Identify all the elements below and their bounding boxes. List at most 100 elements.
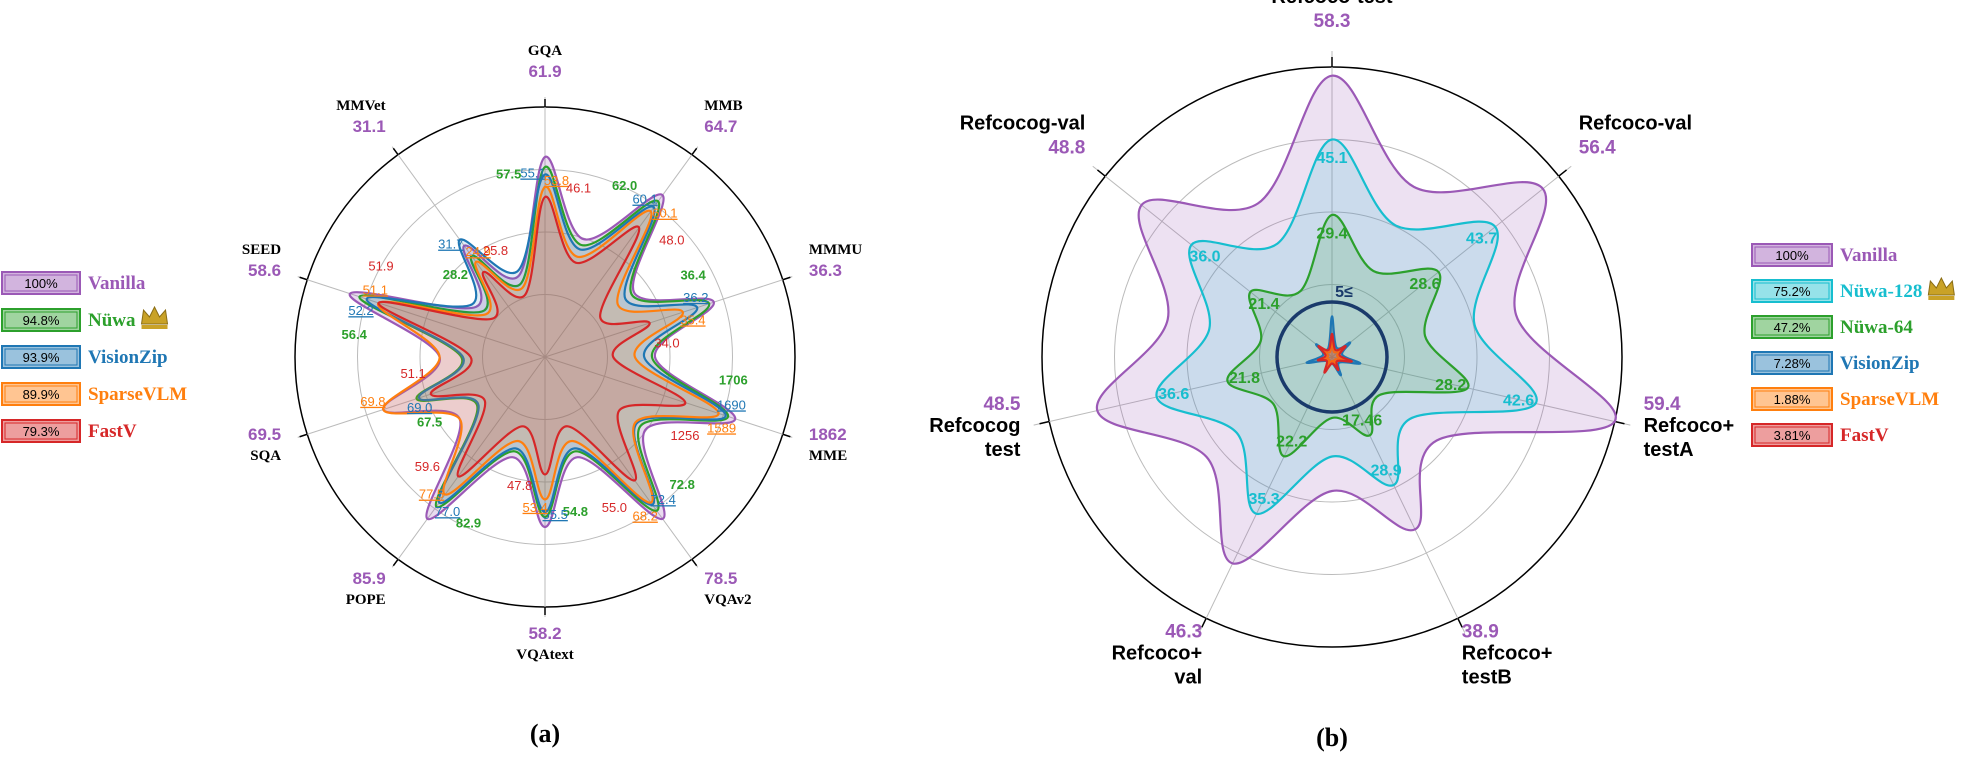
value-label-sparsevlm-pope: 77.5	[419, 487, 444, 502]
axis-value-mme: 1862	[809, 425, 847, 444]
legend-pct-nuwa64: 47.2%	[1774, 320, 1811, 335]
legend-swatch-vanilla	[1, 271, 81, 295]
axis-name-refcoco-testa-line0: Refcoco+	[1644, 415, 1735, 437]
legend-swatch-sparsevlm	[1, 382, 81, 406]
value-label-visionzip-mme: 1690	[717, 397, 746, 412]
axis-value-mmmu: 36.3	[809, 261, 842, 280]
value-label-nuwa64-refcoco-val: 28.6	[1409, 276, 1440, 293]
spoke-b	[1331, 165, 1572, 358]
legend-name-nuwa128: Nüwa-128	[1840, 281, 1922, 302]
axis-name-refcoco-test: Refcoco-test	[1271, 0, 1392, 8]
legend-swatch-inner-nuwa	[4, 311, 78, 329]
value-label-nuwa64-refcoco-test: 29.4	[1316, 225, 1347, 242]
legend-item-vanilla: 100% Vanilla	[1, 271, 146, 295]
axis-value-refcoco-testb: 38.9	[1462, 622, 1499, 643]
legend-swatch-inner-sparsevlm	[1754, 390, 1830, 408]
legend-swatch-inner-fastv	[4, 422, 78, 440]
legend-name-sparsevlm: SparseVLM	[1840, 389, 1939, 410]
axis-tick-a	[691, 558, 698, 567]
value-label-nuwa128-refcoco-test: 45.1	[1316, 150, 1347, 167]
series-area-visionzip	[365, 173, 727, 514]
axis-value-refcocog-test: 48.5	[983, 394, 1020, 415]
radar-chart-a: 57.555.153.846.1 62.060.160.148.036.436.2…	[242, 43, 862, 663]
legend-item-fastv: 3.81% FastV	[1751, 423, 1889, 447]
value-label-nuwa128-refcoco-testa: 42.6	[1503, 393, 1534, 410]
legend-item-sparsevlm: 1.88% SparseVLM	[1751, 387, 1939, 411]
axis-name-gqa: GQA	[528, 43, 562, 59]
value-label-nuwa128-refcocog-val: 36.0	[1189, 249, 1220, 266]
value-label-visionzip-vqatext: 55.5	[543, 507, 568, 522]
legend-swatch-nuwa64	[1751, 315, 1833, 339]
axis-value-refcoco-val: 46.3	[1165, 622, 1202, 643]
spoke-b	[1331, 356, 1466, 633]
value-label-sparsevlm-vqav2: 68.2	[633, 509, 658, 524]
value-label-fastv-pope: 59.6	[415, 459, 440, 474]
axis-name-refcoco-testb-line1: testB	[1462, 667, 1512, 689]
value-label-nuwa-mmb: 62.0	[612, 178, 637, 193]
legend-swatch-fastv	[1, 419, 81, 443]
legend-a: 100% Vanilla 94.8% Nüwa 93.9% VisionZip 89.9% S…	[1, 271, 187, 443]
legend-swatch-inner-vanilla	[1754, 246, 1830, 264]
legend-name-vanilla: Vanilla	[1840, 245, 1898, 266]
legend-swatch-sparsevlm	[1751, 387, 1833, 411]
value-label-visionzip-seed: 52.2	[348, 303, 373, 318]
caption-a: (a)	[530, 719, 560, 748]
value-label-fastv-mme: 1256	[671, 428, 700, 443]
value-label-nuwa-vqav2: 72.8	[670, 477, 695, 492]
value-label-sparsevlm-mmb: 60.1	[652, 206, 677, 221]
spoke-b	[1033, 356, 1333, 426]
radar-chart-b: 5≤ 45.1 29.4 43.7 28.6 42.6 28.2 28.9 17.46 35.3 2…	[929, 0, 1734, 689]
legend-name-fastv: FastV	[88, 421, 137, 442]
axis-value-vqatext: 58.2	[528, 624, 561, 643]
value-label-visionzip-mmmu: 36.2	[683, 290, 708, 305]
legend-name-vanilla: Vanilla	[88, 273, 146, 294]
legend-item-nuwa: 94.8% Nüwa	[1, 305, 169, 332]
legend-pct-vanilla: 100%	[24, 276, 58, 291]
axis-tick-a	[392, 147, 399, 156]
value-label-fastv-mmb: 48.0	[659, 233, 684, 248]
caption-b: (b)	[1316, 723, 1348, 752]
legend-swatch-visionzip	[1751, 351, 1833, 375]
spoke-a	[544, 146, 699, 358]
legend-swatch-inner-visionzip	[4, 348, 78, 366]
value-label-nuwa-gqa: 57.5	[496, 166, 521, 181]
legend-swatch-inner-nuwa64	[1754, 318, 1830, 336]
axis-tick-b	[1457, 617, 1463, 628]
value-label-fastv-sqa: 51.1	[400, 366, 425, 381]
legend-item-visionzip: 7.28% VisionZip	[1751, 351, 1920, 375]
axis-value-refcoco-testa: 59.4	[1644, 394, 1681, 415]
legend-b: 100% Vanilla 75.2% Nüwa-128 47.2% Nüwa-64 7.28…	[1751, 243, 1955, 447]
axis-tick-a	[392, 558, 399, 567]
legend-swatch-inner-nuwa128	[1754, 282, 1830, 300]
axis-name-refcoco-val: Refcoco-val	[1579, 113, 1692, 135]
value-label-fastv-gqa: 46.1	[566, 180, 591, 195]
legend-swatch-inner-fastv	[1754, 426, 1830, 444]
legend-item-nuwa64: 47.2% Nüwa-64	[1751, 315, 1913, 339]
axis-value-seed: 58.6	[248, 261, 281, 280]
value-label-nuwa128-refcoco-val: 35.3	[1249, 491, 1280, 508]
axis-label-refcocog-val: Refcocog-val 48.8	[960, 113, 1086, 159]
legend-swatch-inner-sparsevlm	[4, 385, 78, 403]
legend-name-nuwa: Nüwa	[88, 310, 136, 331]
axis-value-vqav2: 78.5	[704, 569, 737, 588]
value-label-sparsevlm-mmvet: 24.9	[466, 244, 491, 259]
value-label-fastv-mmvet: 25.8	[483, 243, 508, 258]
value-label-nuwa64-refcoco-val: 22.2	[1276, 434, 1307, 451]
axis-name-vqatext: VQAtext	[516, 647, 573, 663]
axis-tick-b	[1039, 420, 1050, 425]
axis-tick-a	[299, 276, 308, 281]
axis-tick-a	[691, 147, 698, 156]
series-area-nuwa64	[1226, 213, 1470, 458]
value-label-visionzip-gqa: 55.1	[520, 166, 545, 181]
legend-item-vanilla: 100% Vanilla	[1751, 243, 1898, 267]
axis-tick-a	[782, 433, 791, 438]
value-label-nuwa128-refcocog-test: 36.6	[1158, 386, 1189, 403]
value-label-fastv-mmmu: 34.0	[654, 335, 679, 350]
axis-name-pope: POPE	[346, 592, 386, 608]
axis-name-mme: MME	[809, 448, 847, 464]
value-label-sparsevlm-vqatext: 53.4	[523, 500, 548, 515]
axis-name-refcocog-test-line0: Refcocog	[929, 415, 1020, 437]
value-label-nuwa-mme: 1706	[719, 373, 748, 388]
